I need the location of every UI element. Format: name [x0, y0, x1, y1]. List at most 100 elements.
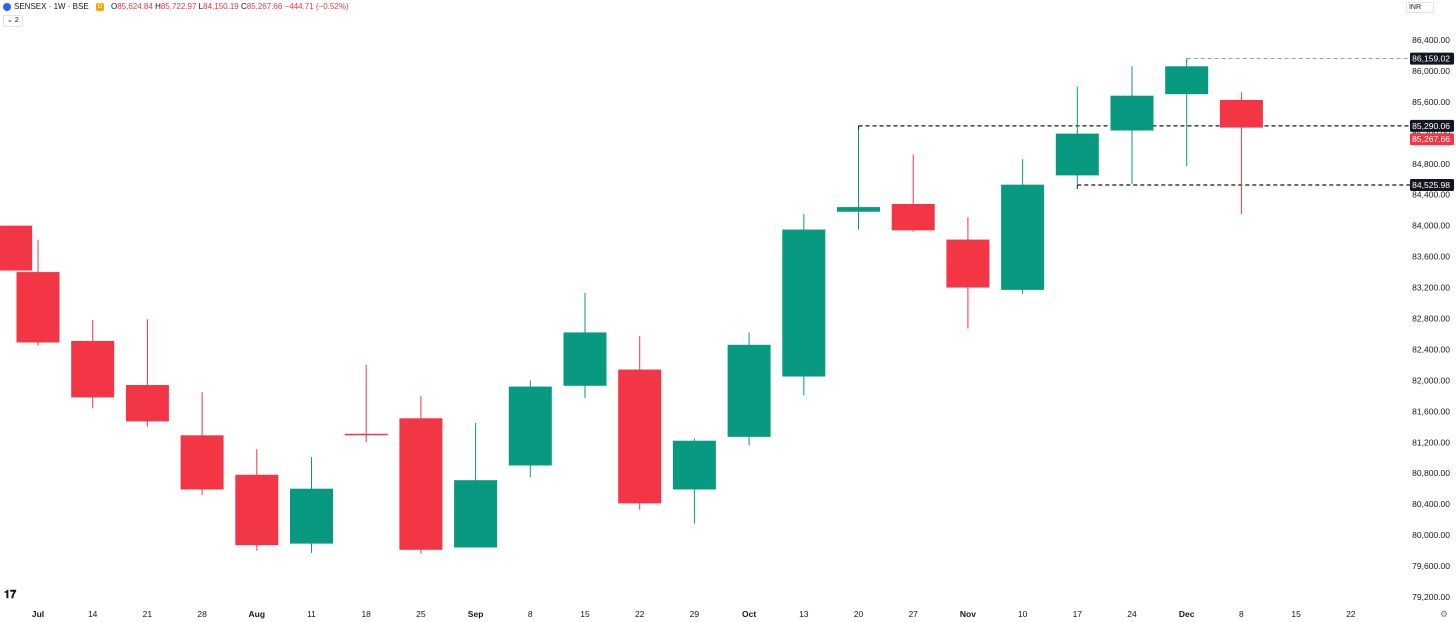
- low-value: 84,150.19: [203, 2, 239, 11]
- ohlc-readout: O85,624.84 H85,722.97 L84,150.19 C85,267…: [111, 0, 349, 14]
- time-axis-label: Dec: [1179, 609, 1195, 619]
- candle[interactable]: [71, 320, 115, 409]
- candle[interactable]: [454, 422, 498, 548]
- time-axis-label: 17: [1073, 609, 1083, 619]
- candle-body: [508, 386, 552, 466]
- price-axis-label: 82,800.00: [1412, 314, 1450, 324]
- time-axis-label: 22: [1346, 609, 1356, 619]
- candle[interactable]: [16, 239, 60, 346]
- level-price-tag: 85,290.06: [1412, 121, 1450, 131]
- candle-body: [837, 207, 880, 212]
- candle[interactable]: [180, 391, 224, 495]
- indicators-toggle[interactable]: ⌄ 2: [3, 15, 23, 27]
- price-axis-label: 84,400.00: [1412, 190, 1450, 200]
- time-axis-label: 8: [528, 609, 533, 619]
- candle[interactable]: [946, 217, 990, 329]
- open-label: O: [111, 2, 118, 11]
- tradingview-logo-icon[interactable]: 𝟏𝟕: [4, 589, 17, 601]
- candle-body: [1110, 95, 1154, 131]
- candle[interactable]: [235, 449, 279, 551]
- candle-body: [727, 344, 771, 437]
- candle[interactable]: [782, 214, 826, 396]
- candle-body: [563, 332, 607, 386]
- candle[interactable]: [1055, 86, 1099, 185]
- level-price-tag-bg: [1410, 52, 1454, 65]
- price-axis-label: 83,200.00: [1412, 283, 1450, 293]
- time-axis-label: 20: [854, 609, 864, 619]
- price-axis-label: 80,400.00: [1412, 499, 1450, 509]
- high-label: H: [155, 2, 161, 11]
- price-axis-label: 79,600.00: [1412, 561, 1450, 571]
- symbol-logo-icon: [3, 3, 11, 11]
- last-price-tag-bg: [1410, 133, 1454, 146]
- time-axis-label: 15: [580, 609, 590, 619]
- candle-body: [1219, 99, 1263, 128]
- candle[interactable]: [837, 129, 880, 230]
- candle[interactable]: [727, 332, 771, 446]
- price-axis-label: 80,800.00: [1412, 468, 1450, 478]
- time-axis-label: Aug: [249, 609, 266, 619]
- currency-selector[interactable]: INR: [1405, 2, 1434, 13]
- candle[interactable]: [1110, 66, 1154, 184]
- candle[interactable]: [1165, 58, 1209, 167]
- time-axis-label: 28: [197, 609, 207, 619]
- price-axis-label: 80,000.00: [1412, 530, 1450, 540]
- candle[interactable]: [563, 292, 607, 399]
- candle[interactable]: [125, 319, 169, 427]
- candle-body: [672, 440, 716, 490]
- time-axis-label: Sep: [468, 609, 484, 619]
- candle-body: [180, 435, 224, 490]
- candle-body: [618, 369, 662, 504]
- price-axis-label: 82,400.00: [1412, 344, 1450, 354]
- candle-body: [891, 204, 935, 231]
- price-axis-label: 86,000.00: [1412, 66, 1450, 76]
- price-axis-label: 79,200.00: [1412, 592, 1450, 602]
- price-axis-label: 86,400.00: [1412, 35, 1450, 45]
- close-value: 85,267.66: [246, 2, 283, 11]
- time-axis-label: 27: [908, 609, 918, 619]
- price-axis-label: 85,600.00: [1412, 97, 1450, 107]
- candle[interactable]: [290, 456, 333, 553]
- price-axis-label: 84,800.00: [1412, 159, 1450, 169]
- price-axis-label: 84,000.00: [1412, 221, 1450, 231]
- price-axis-label: 81,600.00: [1412, 406, 1450, 416]
- candle[interactable]: [672, 438, 716, 524]
- candles: [0, 58, 1263, 554]
- time-axis-label: 18: [361, 609, 371, 619]
- price-axis: 79,200.00 79,600.00 80,000.00 80,400.00 80,8…: [1412, 35, 1450, 602]
- candle-body: [290, 488, 333, 544]
- candle-body: [344, 433, 388, 436]
- symbol-title[interactable]: SENSEX · 1W · BSE: [14, 2, 89, 11]
- candle[interactable]: [891, 154, 935, 232]
- candle[interactable]: [618, 336, 662, 510]
- time-axis: Jul 14 21 28 Aug 11 18 25 Sep 8 15 22 29 Oct 13 20 27 Nov…: [32, 609, 1356, 619]
- candle-body: [1001, 184, 1045, 290]
- gear-icon[interactable]: ⚙: [1439, 609, 1448, 619]
- open-value: 85,624.84: [117, 2, 153, 11]
- candle[interactable]: [1001, 159, 1045, 294]
- candle-body: [782, 229, 826, 377]
- candle[interactable]: [508, 380, 552, 478]
- time-axis-label: 11: [307, 609, 316, 619]
- low-label: L: [198, 2, 204, 11]
- level-price-tag: 86,159.02: [1412, 54, 1450, 64]
- candle-body: [399, 418, 443, 550]
- time-axis-label: 24: [1127, 609, 1137, 619]
- last-price-tag: 85,267.66: [1412, 134, 1450, 144]
- candle-body: [0, 225, 33, 271]
- price-axis-label: 82,000.00: [1412, 375, 1450, 385]
- candle[interactable]: [399, 395, 443, 554]
- level-price-tag: 84,525.98: [1412, 180, 1450, 190]
- time-axis-label: 29: [690, 609, 700, 619]
- time-axis-label: 14: [88, 609, 98, 619]
- time-axis-label: Nov: [960, 609, 976, 619]
- candle[interactable]: [0, 225, 33, 271]
- change-value: −444.71 (−0.52%): [284, 2, 349, 11]
- market-status-badge[interactable]: D: [96, 3, 104, 11]
- candle[interactable]: [344, 364, 388, 443]
- price-axis-label: 85,200.00: [1412, 128, 1450, 138]
- candle[interactable]: [1219, 92, 1263, 215]
- close-label: C: [240, 2, 247, 11]
- time-axis-label: 15: [1291, 609, 1301, 619]
